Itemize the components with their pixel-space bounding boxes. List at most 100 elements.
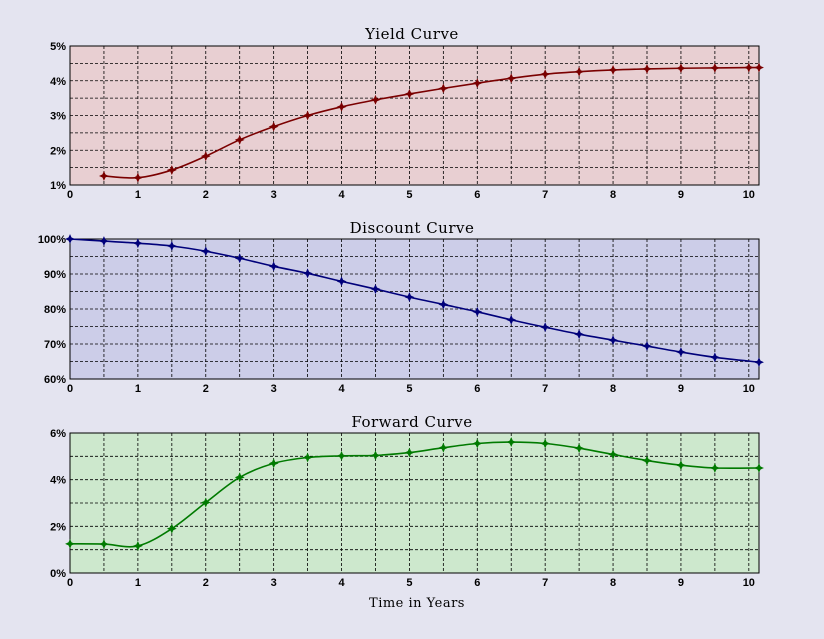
discount-data-point (506, 314, 517, 325)
forward-plot-area (70, 433, 759, 573)
discount-y-tick-label: 100% (38, 234, 66, 246)
discount-data-point (676, 347, 686, 357)
forward-data-point (234, 472, 245, 483)
discount-data-point (438, 299, 449, 310)
yield-y-tick-label: 4% (50, 76, 66, 88)
forward-data-point (404, 447, 415, 458)
discount-data-point (642, 341, 652, 352)
discount-data-point (608, 335, 618, 346)
discount-data-point (574, 329, 585, 340)
discount-x-tick-label: 6 (474, 383, 480, 395)
discount-y-tick-label: 80% (44, 304, 66, 316)
discount-data-point (709, 352, 720, 363)
yield-data-point (743, 62, 754, 73)
yield-data-point (540, 69, 551, 80)
discount-curve-panel: Discount Curve 60% 70% 80% 90% 100% 0 1 2 3 4 5 6 7 8… (38, 219, 764, 395)
forward-data-point (200, 497, 211, 508)
forward-data-point (506, 437, 517, 448)
discount-data-point (268, 261, 279, 272)
forward-curve-panel: Forward Curve 0% 2% 4% 6% 0 1 2 3 4 5 6 7 8 9 10 (50, 413, 764, 589)
yield-curve-panel: Yield Curve 1% 2% 3% 4% 5% 0 1 2 3 4 5 6 7 8 9 10 (50, 25, 764, 201)
discount-x-tick-label: 0 (67, 383, 73, 395)
yield-y-tick-label: 3% (50, 111, 66, 123)
yield-x-tick-label: 1 (135, 189, 141, 201)
discount-x-tick-label: 4 (338, 383, 345, 395)
forward-data-point (438, 442, 449, 453)
yield-data-point (336, 101, 347, 112)
yield-data-point (132, 172, 143, 183)
yield-data-point (574, 66, 585, 77)
forward-data-point (540, 438, 551, 449)
forward-x-tick-label: 6 (474, 577, 480, 589)
yield-grid (70, 46, 759, 185)
forward-data-point (302, 452, 313, 463)
yield-x-tick-label: 2 (203, 189, 209, 201)
forward-x-tick-label: 5 (406, 577, 412, 589)
discount-data-point (234, 253, 245, 264)
forward-data-point (472, 438, 483, 449)
discount-y-tick-label: 60% (44, 374, 66, 386)
discount-data-point (99, 236, 109, 247)
discount-data-point (540, 322, 551, 333)
yield-data-point (99, 171, 109, 181)
yield-data-point (404, 89, 415, 99)
forward-frame (69, 432, 760, 574)
forward-x-tick-label: 0 (67, 577, 73, 589)
yield-y-tick-label: 5% (50, 41, 66, 53)
discount-x-tick-label: 7 (542, 383, 548, 395)
yield-x-tick-label: 5 (406, 189, 412, 201)
forward-x-tick-label: 3 (271, 577, 277, 589)
discount-x-tick-label: 5 (406, 383, 412, 395)
discount-x-tick-label: 9 (678, 383, 684, 395)
yield-x-tick-label: 10 (743, 189, 755, 201)
forward-data-point (608, 449, 618, 460)
forward-data-point (370, 450, 381, 461)
forward-data-point (336, 450, 347, 461)
yield-data-point (166, 165, 177, 175)
discount-x-tick-label: 2 (203, 383, 209, 395)
yield-data-point (302, 110, 313, 121)
discount-x-tick-label: 8 (610, 383, 616, 395)
yield-x-tick-label: 8 (610, 189, 616, 201)
forward-x-tick-label: 9 (678, 577, 684, 589)
yield-data-point (268, 121, 279, 132)
forward-data-point (709, 463, 720, 473)
yield-x-tick-label: 0 (67, 189, 73, 201)
discount-x-tick-label: 10 (743, 383, 755, 395)
discount-y-tick-label: 90% (44, 269, 66, 281)
discount-frame (69, 238, 760, 380)
forward-data-point (754, 463, 764, 473)
discount-plot-area (70, 239, 759, 379)
yield-data-point (608, 65, 618, 75)
discount-x-tick-label: 1 (135, 383, 141, 395)
discount-data-point (166, 241, 177, 251)
yield-data-point (709, 62, 720, 73)
yield-x-tick-label: 3 (271, 189, 277, 201)
discount-data-point (132, 238, 143, 249)
yield-data-point (506, 73, 517, 84)
yield-data-point (200, 151, 211, 162)
forward-data-point (268, 458, 279, 469)
discount-data-point (336, 276, 347, 287)
discount-data-point (404, 292, 415, 303)
yield-data-point (370, 94, 381, 105)
yield-y-tick-label: 2% (50, 145, 66, 157)
forward-data-point (676, 460, 686, 471)
forward-y-tick-label: 4% (50, 475, 66, 487)
forward-x-tick-label: 2 (203, 577, 209, 589)
discount-y-tick-label: 70% (44, 339, 66, 351)
discount-data-point (302, 268, 313, 279)
forward-x-tick-label: 1 (135, 577, 141, 589)
forward-y-tick-label: 0% (50, 568, 66, 580)
forward-data-point (642, 455, 652, 466)
yield-curve-title: Yield Curve (364, 25, 459, 43)
discount-data-point (65, 234, 75, 244)
yield-x-tick-label: 9 (678, 189, 684, 201)
forward-data-point (65, 538, 75, 549)
yield-y-tick-label: 1% (50, 180, 66, 192)
discount-data-point (472, 306, 483, 317)
forward-curve-title: Forward Curve (351, 413, 472, 431)
yield-data-point (234, 134, 245, 145)
yield-frame (69, 45, 760, 186)
discount-data-point (370, 284, 381, 294)
